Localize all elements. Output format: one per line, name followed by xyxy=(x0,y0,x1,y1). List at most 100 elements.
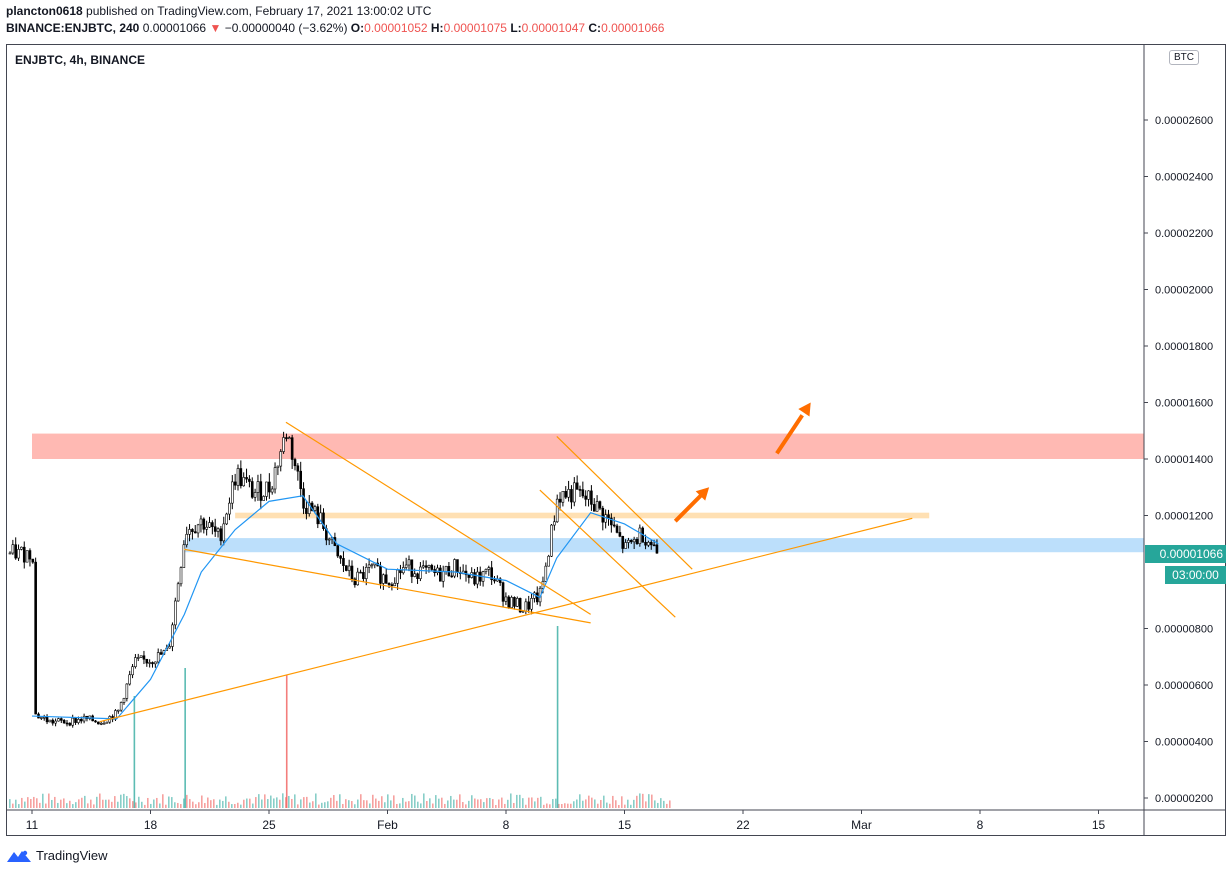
candle-body xyxy=(28,550,32,560)
candle-body xyxy=(77,719,80,723)
volume-bar xyxy=(147,797,149,808)
candle-body xyxy=(450,575,454,578)
candle-body xyxy=(305,507,308,514)
candle-body xyxy=(188,529,191,535)
candle-body xyxy=(441,571,445,582)
candle-body xyxy=(456,559,459,573)
volume-bar xyxy=(249,798,251,808)
candle-body xyxy=(518,598,522,613)
volume-bar xyxy=(546,803,548,808)
candle-body xyxy=(627,540,630,543)
price-tick-label: 0.00000800 xyxy=(1155,624,1213,636)
volume-bar xyxy=(153,799,155,808)
volume-bar xyxy=(528,797,530,808)
time-tick-label: 15 xyxy=(618,818,632,832)
candle-body xyxy=(45,716,49,723)
candle-body xyxy=(42,716,46,719)
volume-bar xyxy=(126,796,128,808)
candle-body xyxy=(279,451,283,467)
volume-bar xyxy=(129,798,131,808)
candle-body xyxy=(134,657,137,668)
time-tick-label: Mar xyxy=(851,818,872,832)
volume-bar xyxy=(660,798,662,808)
candle-body xyxy=(236,468,240,486)
volume-bar xyxy=(24,801,26,808)
volume-bar xyxy=(627,799,629,808)
volume-bar xyxy=(279,799,281,808)
volume-bar xyxy=(384,802,386,808)
volume-bar xyxy=(465,804,467,808)
volume-bar xyxy=(456,799,458,808)
symbol-interval: BINANCE:ENJBTC, 240 xyxy=(6,21,140,35)
publisher-name[interactable]: plancton0618 xyxy=(6,4,83,18)
volume-bar xyxy=(138,796,140,808)
price-tick-label: 0.00001200 xyxy=(1155,511,1213,523)
candle-body xyxy=(285,437,288,440)
candle-body xyxy=(647,542,650,546)
volume-bar xyxy=(570,803,572,808)
candle-body xyxy=(396,569,399,584)
volume-bar xyxy=(345,799,347,808)
volume-bar xyxy=(651,794,653,808)
volume-bar xyxy=(537,797,539,808)
candle-body xyxy=(584,495,588,500)
high-label: H: xyxy=(430,21,444,35)
volume-bar xyxy=(486,798,488,808)
volume-bar xyxy=(135,802,137,808)
candle-body xyxy=(570,489,573,503)
chart-frame xyxy=(6,44,1226,836)
candle-body xyxy=(618,532,622,537)
candle-body xyxy=(527,601,531,610)
time-tick-label: 8 xyxy=(977,818,984,832)
candle-body xyxy=(612,524,616,527)
candle-body xyxy=(99,722,103,725)
candle-body xyxy=(265,481,268,497)
candle-body xyxy=(182,544,186,568)
volume-bar xyxy=(66,803,68,808)
candle-body xyxy=(270,488,274,493)
volume-bar xyxy=(489,797,491,808)
volume-bar xyxy=(495,804,497,808)
volume-bar xyxy=(654,800,656,808)
candle-body xyxy=(282,437,285,452)
candle-body xyxy=(196,524,200,534)
volume-bar xyxy=(174,802,176,808)
currency-badge[interactable]: BTC xyxy=(1169,50,1199,65)
volume-bar xyxy=(324,802,326,808)
candle-body xyxy=(68,722,72,726)
volume-bar xyxy=(630,804,632,808)
time-tick-label: 25 xyxy=(262,818,276,832)
volume-bar xyxy=(219,799,221,808)
volume-bar xyxy=(165,804,167,808)
volume-bar xyxy=(303,797,305,808)
candle-body xyxy=(410,559,414,577)
candle-body xyxy=(498,578,502,583)
time-axis-labels: 11 18 25 Feb 8 15 22 Mar 8 15 xyxy=(26,810,1105,832)
volume-bar xyxy=(474,798,476,808)
volume-bar xyxy=(363,800,365,808)
candle-body xyxy=(393,582,397,587)
volume-bar xyxy=(387,794,389,808)
candle-body xyxy=(322,512,325,529)
volume-bar xyxy=(228,801,230,808)
volume-bar xyxy=(273,798,275,808)
volume-bar xyxy=(276,797,278,808)
volume-bar xyxy=(657,802,659,808)
candle-body xyxy=(156,652,160,663)
price-tick-label: 0.00002600 xyxy=(1155,115,1213,127)
volume-bar xyxy=(348,800,350,808)
volume-bar xyxy=(360,794,362,808)
volume-bar xyxy=(111,801,113,808)
candle-body xyxy=(524,601,528,612)
volume-bar xyxy=(99,793,101,808)
volume-bar xyxy=(426,800,428,808)
candle-body xyxy=(416,573,419,579)
candle-body xyxy=(8,552,12,555)
candle-body xyxy=(233,481,237,486)
candle-body xyxy=(142,655,146,660)
volume-bar xyxy=(294,794,296,808)
candle-body xyxy=(464,570,468,576)
footer-brand[interactable]: TradingView xyxy=(6,848,108,863)
volume-bar xyxy=(663,800,665,808)
